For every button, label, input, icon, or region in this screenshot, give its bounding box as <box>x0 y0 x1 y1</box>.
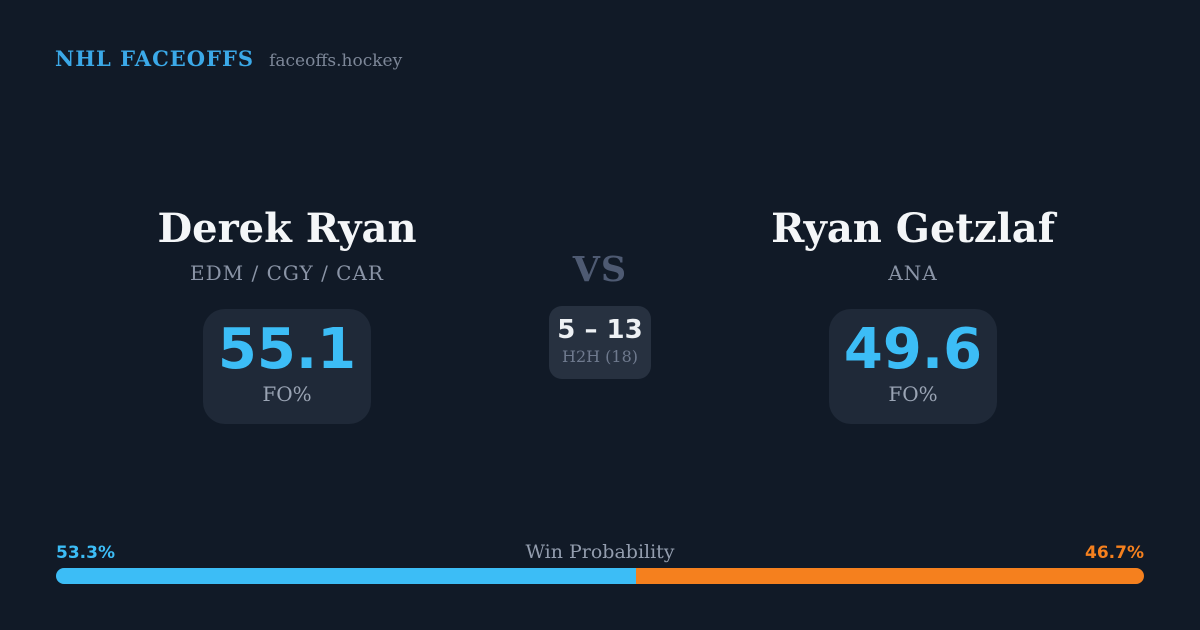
win-probability-labels: 53.3% Win Probability 46.7% <box>56 541 1144 563</box>
faceoff-pct-card-right: 49.6 FO% <box>829 309 997 424</box>
player-name-right: Ryan Getzlaf <box>771 205 1055 252</box>
player-teams-left: EDM / CGY / CAR <box>190 261 384 285</box>
win-prob-bar-right <box>635 568 1144 584</box>
win-prob-left-pct: 53.3% <box>56 543 115 563</box>
faceoff-pct-label-right: FO% <box>888 382 938 406</box>
matchup-center: VS 5 – 13 H2H (18) <box>500 250 700 379</box>
win-prob-title: Win Probability <box>525 541 675 563</box>
h2h-score: 5 – 13 <box>557 315 643 345</box>
brand-title: NHL FACEOFFS <box>55 46 255 71</box>
faceoff-pct-label-left: FO% <box>262 382 312 406</box>
faceoff-pct-value-right: 49.6 <box>843 317 983 382</box>
h2h-label: H2H (18) <box>561 347 638 366</box>
player-teams-right: ANA <box>888 261 938 285</box>
faceoff-pct-value-left: 55.1 <box>217 317 357 382</box>
player-card-right: Ryan Getzlaf ANA 49.6 FO% <box>743 205 1083 424</box>
player-name-left: Derek Ryan <box>157 205 417 252</box>
h2h-card: 5 – 13 H2H (18) <box>549 306 651 379</box>
faceoff-pct-card-left: 55.1 FO% <box>203 309 371 424</box>
win-prob-bar-left <box>56 568 636 584</box>
player-card-left: Derek Ryan EDM / CGY / CAR 55.1 FO% <box>117 205 457 424</box>
vs-label: VS <box>572 249 628 290</box>
header: NHL FACEOFFS faceoffs.hockey <box>55 46 402 71</box>
win-prob-right-pct: 46.7% <box>1085 543 1144 563</box>
brand-domain: faceoffs.hockey <box>269 51 403 71</box>
win-probability-bar <box>56 568 1144 584</box>
